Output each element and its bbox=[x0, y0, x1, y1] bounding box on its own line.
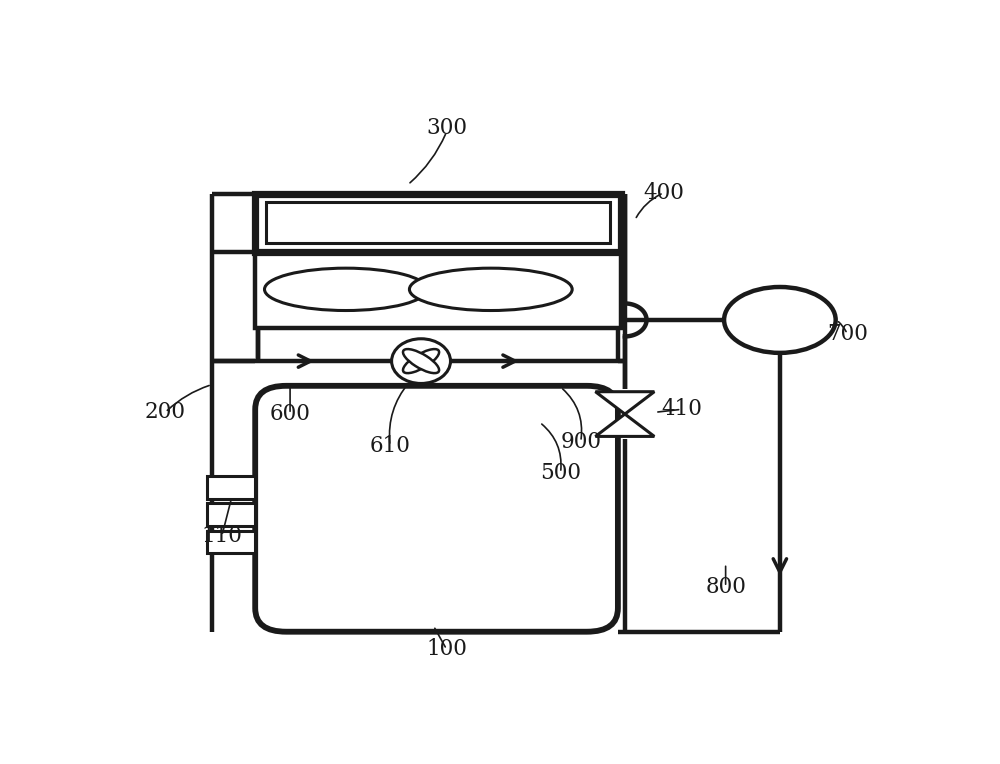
Polygon shape bbox=[595, 392, 654, 414]
FancyBboxPatch shape bbox=[255, 386, 618, 632]
Bar bbox=[207, 503, 255, 526]
Bar bbox=[207, 531, 255, 553]
Bar bbox=[207, 477, 255, 499]
Bar bbox=[255, 194, 621, 251]
Text: 110: 110 bbox=[201, 525, 242, 547]
Text: 800: 800 bbox=[705, 576, 746, 598]
Bar bbox=[255, 251, 621, 329]
Text: 610: 610 bbox=[370, 435, 410, 457]
Text: 410: 410 bbox=[661, 398, 702, 420]
Ellipse shape bbox=[724, 287, 836, 353]
Text: 200: 200 bbox=[145, 401, 186, 423]
Text: 700: 700 bbox=[827, 323, 868, 345]
Text: 900: 900 bbox=[560, 431, 601, 453]
Polygon shape bbox=[595, 414, 654, 436]
Ellipse shape bbox=[264, 268, 427, 310]
Ellipse shape bbox=[409, 268, 572, 310]
Text: 100: 100 bbox=[426, 639, 467, 660]
Bar bbox=[266, 202, 610, 244]
Text: 600: 600 bbox=[270, 403, 311, 425]
Ellipse shape bbox=[403, 349, 439, 373]
Ellipse shape bbox=[403, 349, 439, 373]
Text: 500: 500 bbox=[540, 462, 581, 484]
Text: 400: 400 bbox=[643, 182, 684, 204]
Text: 300: 300 bbox=[426, 117, 467, 139]
Circle shape bbox=[392, 338, 450, 384]
